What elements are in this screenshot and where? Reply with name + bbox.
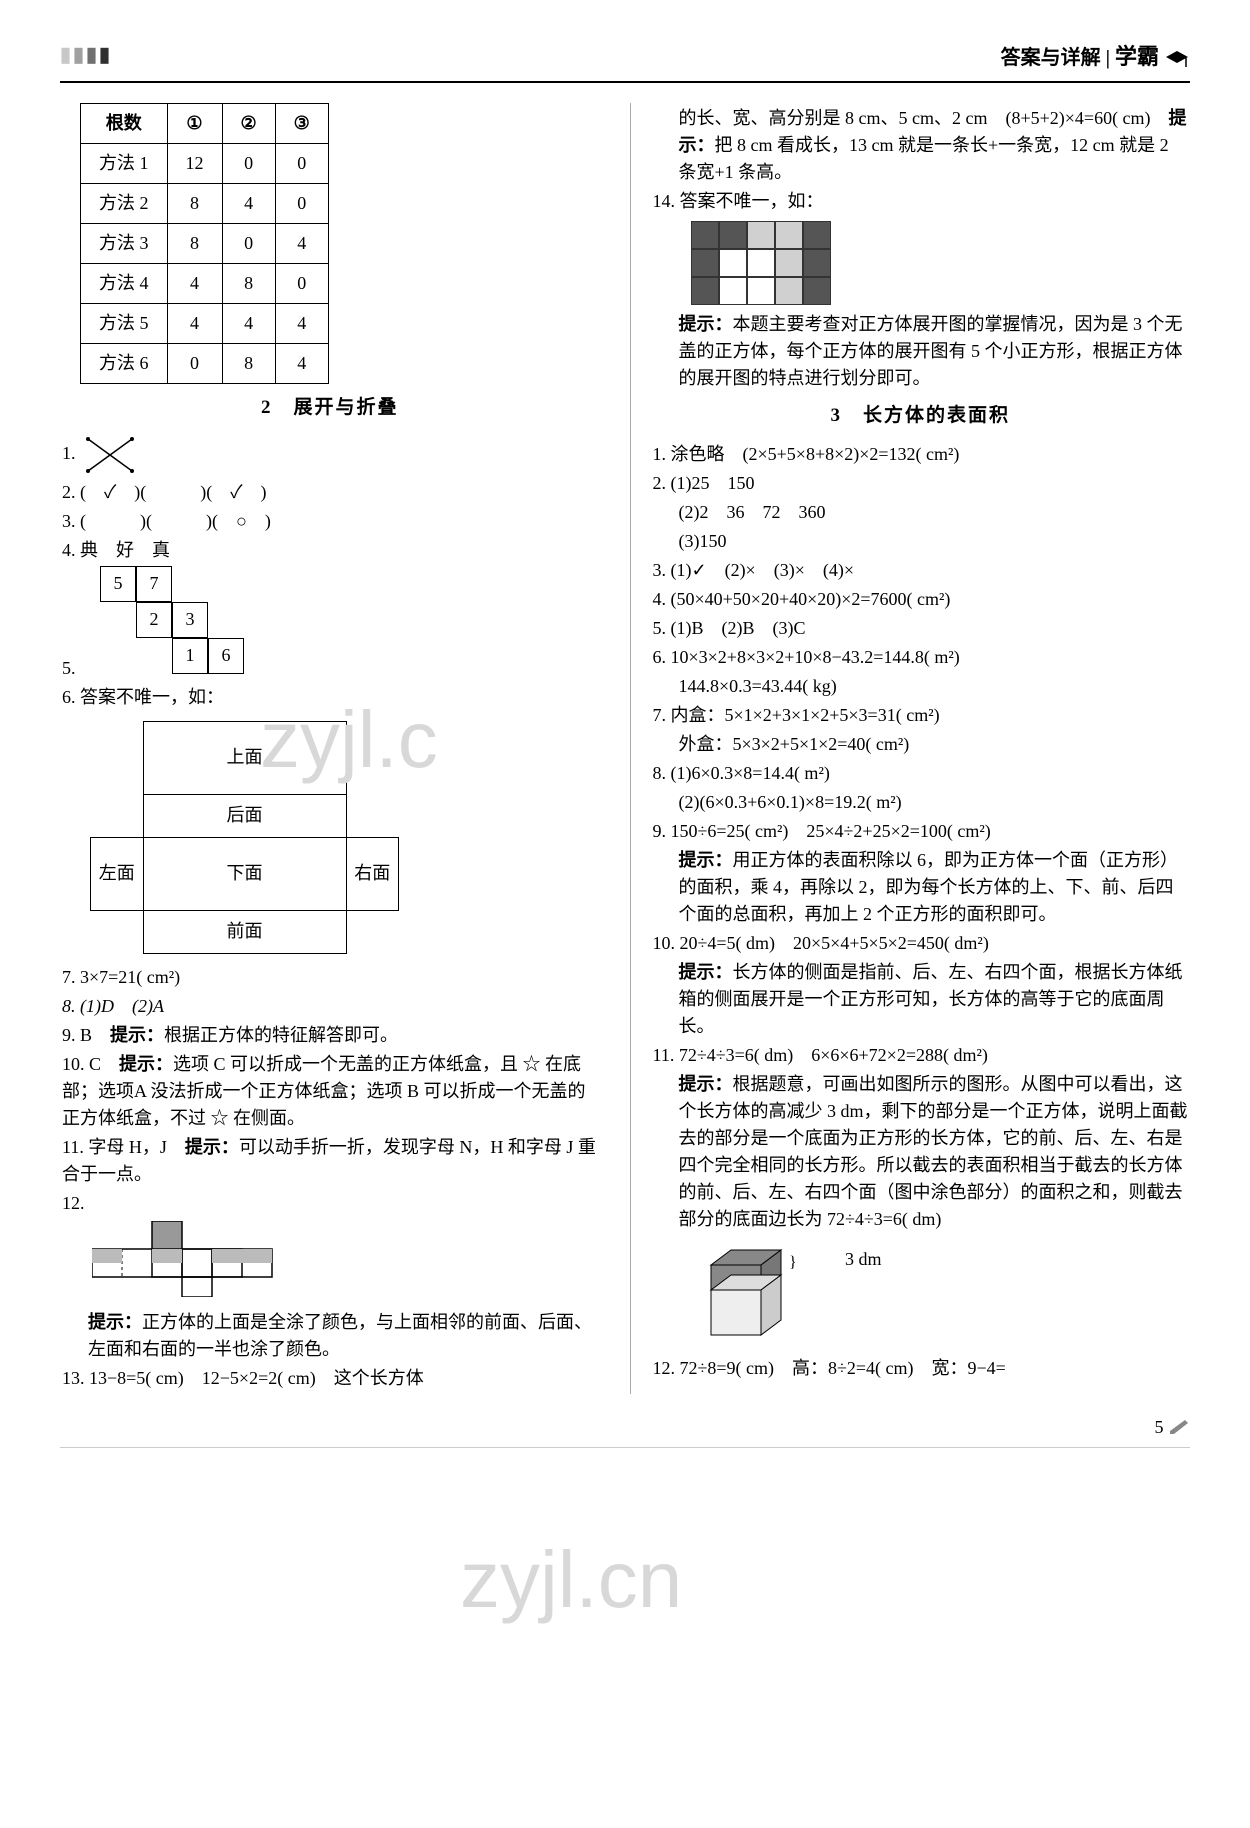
q11: 11. 字母 H，J 提示：可以动手折一折，发现字母 N，H 和字母 J 重合于…	[60, 1134, 600, 1188]
q5: 5. 5 7 2 3 1	[60, 566, 600, 682]
watermark: zyjl.cn	[460, 1520, 682, 1640]
right-column: 的长、宽、高分别是 8 cm、5 cm、2 cm (8+5+2)×4=60( c…	[630, 103, 1191, 1394]
th: ③	[275, 104, 328, 144]
section-title-3: 3 长方体的表面积	[651, 402, 1191, 431]
r-q11b: 提示：根据题意，可画出如图所示的图形。从图中可以看出，这个长方体的高减少 3 d…	[677, 1071, 1191, 1233]
r-q11a: 11. 72÷4÷3=6( dm) 6×6×6+72×2=288( dm²)	[651, 1042, 1191, 1069]
table-row: 方法 2840	[81, 184, 329, 224]
methods-table: 根数 ① ② ③ 方法 11200 方法 2840 方法 3804 方法 448…	[80, 103, 329, 384]
q6: 6. 答案不唯一，如：	[60, 684, 600, 711]
q12-label: 12.	[62, 1193, 85, 1213]
table-row: 方法 11200	[81, 144, 329, 184]
r-q7b: 外盒：5×3×2+5×1×2=40( cm²)	[677, 731, 1191, 758]
cross-icon	[80, 433, 140, 477]
q9: 9. B 提示：根据正方体的特征解答即可。	[60, 1022, 600, 1049]
pencil-icon	[1168, 1420, 1190, 1436]
table-row: 方法 3804	[81, 224, 329, 264]
r-q1: 1. 涂色略 (2×5+5×8+8×2)×2=132( cm²)	[651, 441, 1191, 468]
q4: 4. 典 好 真	[60, 537, 600, 564]
header-dots: ▮▮▮▮	[60, 40, 112, 70]
q3: 3. ( )( )( ○ )	[60, 508, 600, 535]
th: ②	[222, 104, 275, 144]
header-title: 答案与详解 |	[1001, 47, 1115, 69]
table-row: 方法 6084	[81, 344, 329, 384]
r-q14-hint: 提示：本题主要考查对正方体展开图的掌握情况，因为是 3 个无盖的正方体，每个正方…	[677, 311, 1191, 392]
q10: 10. C 提示：选项 C 可以折成一个无盖的正方体纸盒，且 ☆ 在底部；选项A…	[60, 1051, 600, 1132]
th: 根数	[81, 104, 168, 144]
r-q8b: (2)(6×0.3+6×0.1)×8=19.2( m²)	[677, 789, 1191, 816]
q1: 1.	[60, 433, 600, 477]
r-q10b: 提示：长方体的侧面是指前、后、左、右四个面，根据长方体纸箱的侧面展开是一个正方形…	[677, 959, 1191, 1040]
table-row: 根数 ① ② ③	[81, 104, 329, 144]
q12: 12.	[60, 1190, 600, 1305]
left-column: 根数 ① ② ③ 方法 11200 方法 2840 方法 3804 方法 448…	[60, 103, 600, 1394]
r-q10a: 10. 20÷4=5( dm) 20×5×4+5×5×2=450( dm²)	[651, 930, 1191, 957]
r-q12: 12. 72÷8=9( cm) 高：8÷2=4( cm) 宽：9−4=	[651, 1355, 1191, 1382]
cube-dim: 3 dm	[845, 1249, 882, 1269]
footer: 5	[60, 1414, 1190, 1448]
r-cont: 的长、宽、高分别是 8 cm、5 cm、2 cm (8+5+2)×4=60( c…	[677, 105, 1191, 186]
cuboid-net: 上面 后面 左面下面右面 前面	[90, 721, 600, 954]
r-q9b: 提示：用正方体的表面积除以 6，即为正方体一个面（正方形）的面积，乘 4，再除以…	[677, 847, 1191, 928]
q13: 13. 13−8=5( cm) 12−5×2=2( cm) 这个长方体	[60, 1365, 600, 1392]
r-q6a: 6. 10×3×2+8×3×2+10×8−43.2=144.8( m²)	[651, 644, 1191, 671]
r-q2b: (2)2 36 72 360	[677, 499, 1191, 526]
section-title-2: 2 展开与折叠	[60, 394, 600, 423]
r-q5: 5. (1)B (2)B (3)C	[651, 615, 1191, 642]
r-q2a: 2. (1)25 150	[651, 470, 1191, 497]
r-q7a: 7. 内盒：5×1×2+3×1×2+5×3=31( cm²)	[651, 702, 1191, 729]
r-q2c: (3)150	[677, 528, 1191, 555]
cube-figure: } 3 dm	[691, 1235, 882, 1353]
grad-icon	[1164, 49, 1190, 69]
page-number: 5	[1155, 1417, 1164, 1437]
r-q14: 14. 答案不唯一，如：	[651, 188, 1191, 215]
svg-text:}: }	[789, 1254, 797, 1271]
q14-grid	[691, 221, 1191, 305]
r-q4: 4. (50×40+50×20+40×20)×2=7600( cm²)	[651, 586, 1191, 613]
r-q9a: 9. 150÷6=25( cm²) 25×4÷2+25×2=100( cm²)	[651, 818, 1191, 845]
q12-shape-icon	[92, 1221, 600, 1305]
q7: 7. 3×7=21( cm²)	[60, 964, 600, 991]
q5-label: 5.	[62, 658, 76, 678]
table-row: 方法 4480	[81, 264, 329, 304]
th: ①	[167, 104, 222, 144]
r-q3: 3. (1)✓ (2)× (3)× (4)×	[651, 557, 1191, 584]
r-q8a: 8. (1)6×0.3×8=14.4( m²)	[651, 760, 1191, 787]
table-row: 方法 5444	[81, 304, 329, 344]
page-header: ▮▮▮▮ 答案与详解 | 学霸	[60, 40, 1190, 83]
q5-net: 5 7 2 3 1 6	[100, 566, 244, 674]
header-brand: 学霸	[1115, 44, 1159, 69]
q12-hint: 提示：正方体的上面是全涂了颜色，与上面相邻的前面、后面、左面和右面的一半也涂了颜…	[86, 1309, 600, 1363]
q2: 2. ( ✓ )( )( ✓ )	[60, 479, 600, 506]
r-q6b: 144.8×0.3=43.44( kg)	[677, 673, 1191, 700]
q8: 8. (1)D (2)A	[60, 993, 600, 1020]
